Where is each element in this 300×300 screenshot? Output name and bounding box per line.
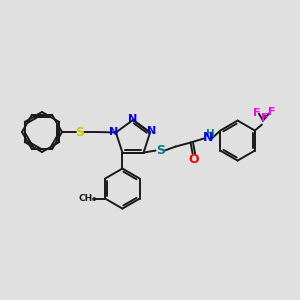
Text: F: F <box>253 108 261 118</box>
Text: H: H <box>206 129 215 139</box>
Text: F: F <box>261 112 269 123</box>
Text: N: N <box>148 126 157 136</box>
Text: S: S <box>76 125 85 139</box>
Text: S: S <box>156 144 165 157</box>
Text: N: N <box>109 128 119 137</box>
Text: O: O <box>188 153 199 166</box>
Text: N: N <box>202 131 213 144</box>
Text: CH₃: CH₃ <box>79 194 97 203</box>
Text: N: N <box>128 113 138 124</box>
Text: F: F <box>268 106 276 117</box>
